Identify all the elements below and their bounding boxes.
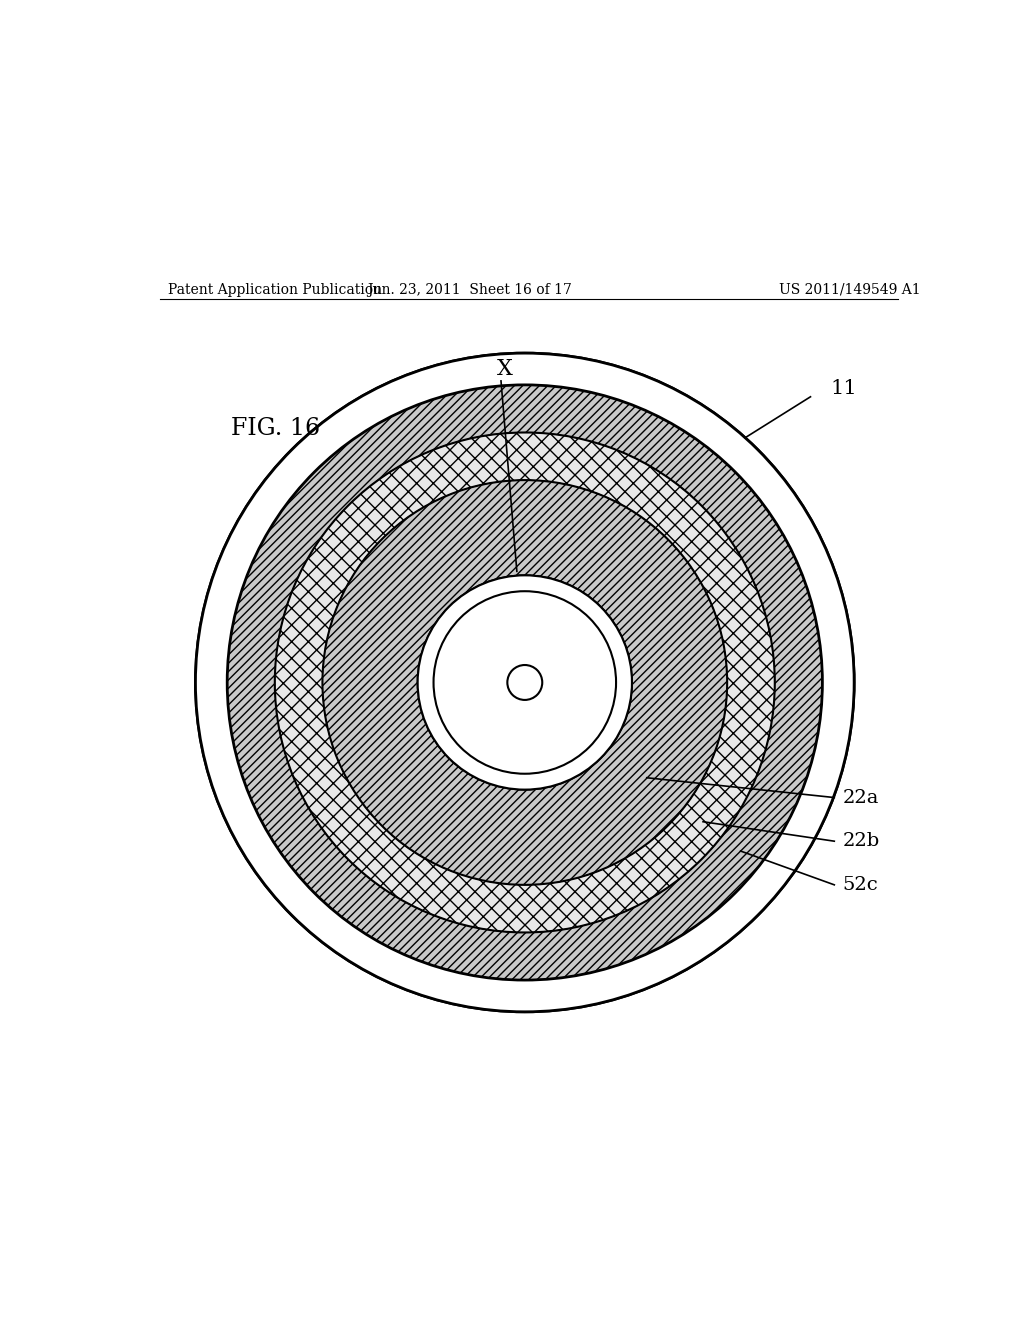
Text: 22a: 22a [842,788,879,807]
Text: Patent Application Publication: Patent Application Publication [168,282,382,297]
Circle shape [507,665,543,700]
Text: US 2011/149549 A1: US 2011/149549 A1 [779,282,921,297]
Text: Jun. 23, 2011  Sheet 16 of 17: Jun. 23, 2011 Sheet 16 of 17 [367,282,571,297]
Text: FIG. 16: FIG. 16 [231,417,321,440]
Text: 22b: 22b [842,832,880,850]
Circle shape [196,354,854,1012]
Text: X: X [497,358,513,380]
Text: 52c: 52c [842,876,878,894]
Text: 11: 11 [830,379,857,399]
Circle shape [418,576,632,789]
